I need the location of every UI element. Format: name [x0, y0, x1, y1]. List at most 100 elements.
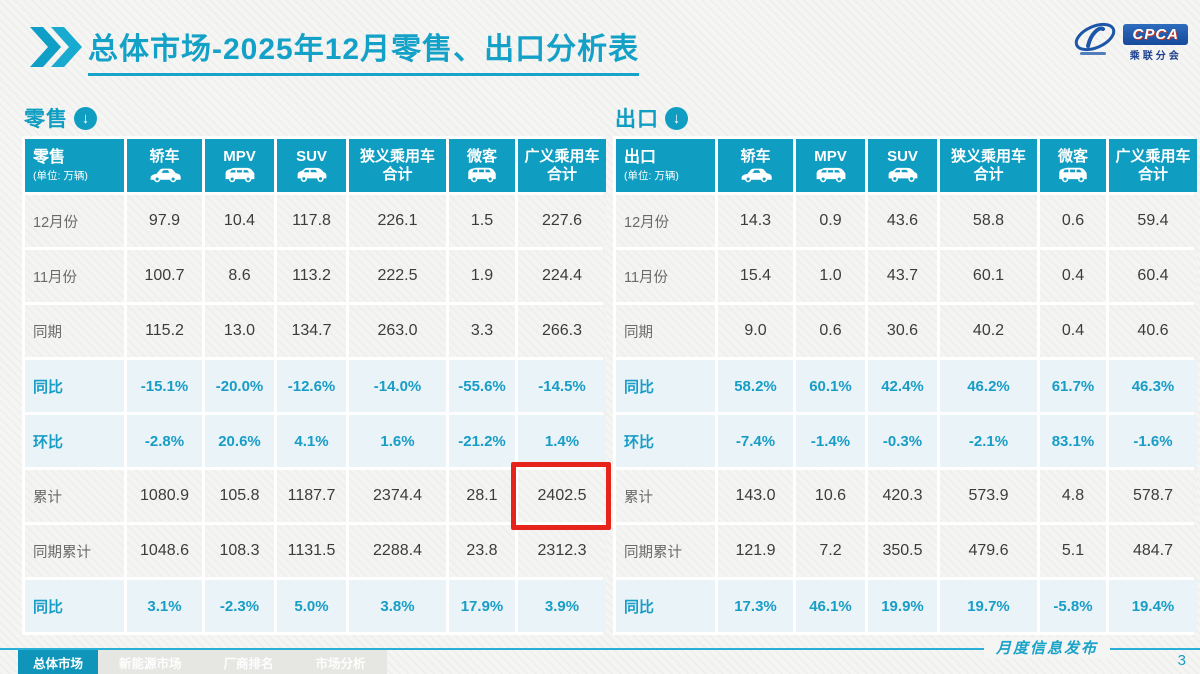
tab-新能源市场[interactable]: 新能源市场 — [98, 650, 203, 674]
page-number: 3 — [1177, 652, 1186, 669]
column-header-label: 轿车 — [740, 147, 771, 165]
column-header-label: SUV — [296, 147, 327, 165]
table-header-label: 零售 (单位: 万辆) — [25, 139, 124, 192]
cpca-logo: CPCA 乘联分会 — [1072, 20, 1188, 65]
table-header-title: 零售 — [33, 149, 66, 167]
row-label: 12月份 — [616, 195, 715, 247]
suv-icon — [885, 166, 921, 183]
data-cell: 43.7 — [868, 250, 937, 302]
row-label: 同期 — [25, 305, 124, 357]
data-cell: 40.6 — [1109, 305, 1197, 357]
data-cell: 19.4% — [1109, 580, 1197, 632]
data-cell: 5.0% — [277, 580, 346, 632]
data-cell: 17.3% — [718, 580, 793, 632]
export-section-label: 出口 — [615, 103, 1194, 133]
tab-总体市场[interactable]: 总体市场 — [18, 650, 99, 674]
data-cell: 2288.4 — [349, 525, 446, 577]
data-cell: 5.1 — [1040, 525, 1106, 577]
data-cell: 3.1% — [127, 580, 202, 632]
data-cell: 0.6 — [1040, 195, 1106, 247]
data-cell: -2.3% — [205, 580, 274, 632]
column-header-label: 合计 — [382, 165, 413, 183]
data-cell: 115.2 — [127, 305, 202, 357]
data-cell: 3.8% — [349, 580, 446, 632]
row-label: 同期累计 — [616, 525, 715, 577]
row-label: 11月份 — [25, 250, 124, 302]
data-cell: 227.6 — [518, 195, 606, 247]
data-cell: -14.5% — [518, 360, 606, 412]
title-prefix: 总体市场 — [88, 33, 212, 66]
data-cell: 42.4% — [868, 360, 937, 412]
data-cell: 2374.4 — [349, 470, 446, 522]
data-cell: -1.4% — [796, 415, 865, 467]
column-header: 微客 — [1040, 139, 1106, 192]
data-cell: -12.6% — [277, 360, 346, 412]
column-header-label: 狭义乘用车 — [950, 148, 1026, 166]
column-header-label: 广义乘用车 — [1115, 148, 1191, 166]
data-cell: 1.6% — [349, 415, 446, 467]
data-cell: 0.4 — [1040, 305, 1106, 357]
download-arrow-icon — [74, 106, 97, 130]
column-header: MPV — [205, 139, 274, 192]
column-header-label: 轿车 — [149, 147, 180, 165]
data-cell: 4.8 — [1040, 470, 1106, 522]
retail-table: 零售 (单位: 万辆) 轿车 MPV SUV 狭义乘用车 合计 微客 广义乘用车 合计 12月份 97… — [22, 136, 611, 635]
data-cell: -0.3% — [868, 415, 937, 467]
table-header-unit: (单位: 万辆) — [33, 169, 88, 182]
column-header-label: 狭义乘用车 — [359, 148, 435, 166]
export-table: 出口 (单位: 万辆) 轿车 MPV SUV 狭义乘用车 合计 微客 广义乘用车 合计 12月份 14… — [613, 136, 1197, 635]
van-icon — [1055, 166, 1091, 183]
tab-市场分析[interactable]: 市场分析 — [294, 650, 387, 674]
logo-cpca-badge: CPCA — [1123, 23, 1188, 45]
publish-label: 月度信息发布 — [983, 637, 1110, 658]
data-cell: 20.6% — [205, 415, 274, 467]
row-label: 环比 — [616, 415, 715, 467]
mpv-icon — [813, 166, 849, 183]
data-cell: 121.9 — [718, 525, 793, 577]
column-header-label: 微客 — [1057, 147, 1088, 165]
data-cell: 60.1% — [796, 360, 865, 412]
data-cell: 13.0 — [205, 305, 274, 357]
data-cell: 113.2 — [277, 250, 346, 302]
row-label: 累计 — [25, 470, 124, 522]
data-cell: 1.4% — [518, 415, 606, 467]
column-header-label: 合计 — [546, 165, 577, 183]
data-cell: 1.9 — [449, 250, 515, 302]
data-cell: 224.4 — [518, 250, 606, 302]
data-cell: 43.6 — [868, 195, 937, 247]
data-cell: -2.8% — [127, 415, 202, 467]
column-header-label: 合计 — [973, 165, 1004, 183]
column-header: 广义乘用车 合计 — [518, 139, 606, 192]
row-label: 同期累计 — [25, 525, 124, 577]
data-cell: 3.9% — [518, 580, 606, 632]
data-cell: 222.5 — [349, 250, 446, 302]
column-header-label: MPV — [223, 147, 256, 165]
page-title: 总体市场-2025年12月零售、出口分析表 — [88, 24, 640, 76]
row-label: 同比 — [616, 580, 715, 632]
row-label: 同比 — [616, 360, 715, 412]
data-cell: 28.1 — [449, 470, 515, 522]
data-cell: 1.0 — [796, 250, 865, 302]
data-cell: 226.1 — [349, 195, 446, 247]
column-header-label: SUV — [887, 147, 918, 165]
tab-厂商排名[interactable]: 厂商排名 — [202, 650, 295, 674]
data-cell: 83.1% — [1040, 415, 1106, 467]
row-label: 同比 — [25, 360, 124, 412]
data-cell: 59.4 — [1109, 195, 1197, 247]
data-cell: 573.9 — [940, 470, 1037, 522]
data-cell: -55.6% — [449, 360, 515, 412]
column-header-label: 合计 — [1137, 165, 1168, 183]
data-cell: 0.6 — [796, 305, 865, 357]
tables-area: 零售 零售(单位: 万辆)轿车MPVSUV狭义乘用车合计微客广义乘用车合计12月… — [22, 103, 1197, 635]
data-cell: 19.7% — [940, 580, 1037, 632]
row-label: 累计 — [616, 470, 715, 522]
data-cell: 1187.7 — [277, 470, 346, 522]
data-cell: -2.1% — [940, 415, 1037, 467]
data-cell: 46.1% — [796, 580, 865, 632]
data-cell: 17.9% — [449, 580, 515, 632]
data-cell: -21.2% — [449, 415, 515, 467]
column-header: SUV — [868, 139, 937, 192]
column-header: 广义乘用车 合计 — [1109, 139, 1197, 192]
data-cell: -1.6% — [1109, 415, 1197, 467]
